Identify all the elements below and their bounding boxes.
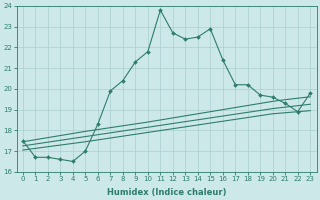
X-axis label: Humidex (Indice chaleur): Humidex (Indice chaleur): [107, 188, 226, 197]
